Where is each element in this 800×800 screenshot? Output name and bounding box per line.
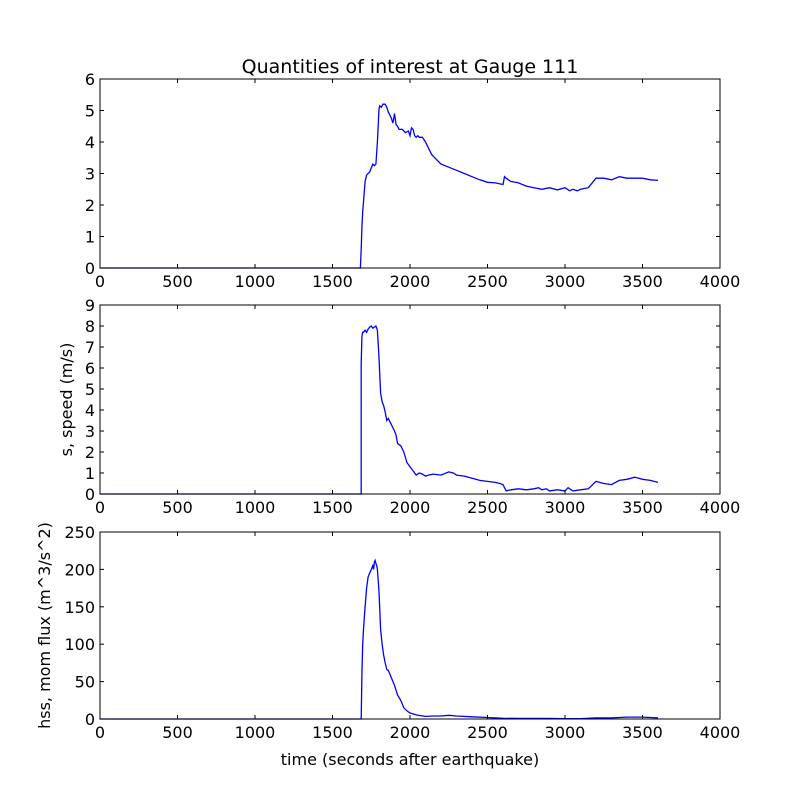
middle-ytick-label-0: 0 — [85, 485, 95, 504]
middle-ytick-label-3: 3 — [85, 422, 95, 441]
bottom-xtick-label-0: 0 — [95, 723, 105, 742]
middle-xtick-label-0: 0 — [95, 498, 105, 517]
middle-xtick-label-1: 500 — [162, 498, 193, 517]
bottom-series-line-0 — [100, 558, 659, 720]
bottom-xtick-label-7: 3500 — [622, 723, 663, 742]
top-xtick-label-5: 2500 — [467, 272, 508, 291]
top-ytick-label-4: 4 — [85, 133, 95, 152]
bottom-ytick-label-2: 100 — [64, 635, 95, 654]
middle-ytick-label-7: 7 — [85, 338, 95, 357]
bottom-axes-frame — [99, 531, 721, 720]
middle-ytick-label-8: 8 — [85, 317, 95, 336]
bottom-xtick-label-8: 4000 — [700, 723, 741, 742]
bottom-ytick-label-0: 0 — [85, 710, 95, 729]
top-ytick-label-5: 5 — [85, 102, 95, 121]
middle-xtick-label-4: 2000 — [390, 498, 431, 517]
middle-xtick-label-6: 3000 — [545, 498, 586, 517]
middle-ytick-label-2: 2 — [85, 443, 95, 462]
bottom-ytick-label-1: 50 — [75, 673, 95, 692]
bottom-y-axis-label: hss, mom flux (m^3/s^2) — [35, 522, 54, 729]
middle-xtick-label-5: 2500 — [467, 498, 508, 517]
bottom-xtick-label-4: 2000 — [390, 723, 431, 742]
top-xtick-label-3: 1500 — [312, 272, 353, 291]
middle-y-axis-label: s, speed (m/s) — [57, 343, 76, 457]
middle-ytick-label-9: 9 — [85, 296, 95, 315]
bottom-ytick-label-4: 200 — [64, 560, 95, 579]
middle-ytick-label-1: 1 — [85, 464, 95, 483]
chart-title: Quantities of interest at Gauge 111 — [242, 56, 579, 78]
middle-series-line-0 — [100, 324, 659, 495]
top-xtick-label-1: 500 — [162, 272, 193, 291]
middle-xtick-label-7: 3500 — [622, 498, 663, 517]
bottom-xtick-label-3: 1500 — [312, 723, 353, 742]
top-xtick-label-6: 3000 — [545, 272, 586, 291]
top-axes-frame — [99, 78, 721, 269]
bottom-ytick-label-3: 150 — [64, 598, 95, 617]
top-xtick-label-2: 1000 — [235, 272, 276, 291]
top-ytick-label-6: 6 — [85, 70, 95, 89]
middle-ytick-label-6: 6 — [85, 359, 95, 378]
bottom-x-axis-label: time (seconds after earthquake) — [281, 750, 539, 769]
top-xtick-label-4: 2000 — [390, 272, 431, 291]
top-ytick-label-0: 0 — [85, 259, 95, 278]
top-ytick-label-2: 2 — [85, 196, 95, 215]
bottom-xtick-label-6: 3000 — [545, 723, 586, 742]
bottom-ytick-label-5: 250 — [64, 523, 95, 542]
middle-xtick-label-3: 1500 — [312, 498, 353, 517]
top-ytick-label-1: 1 — [85, 228, 95, 247]
top-xtick-label-0: 0 — [95, 272, 105, 291]
bottom-xtick-label-5: 2500 — [467, 723, 508, 742]
bottom-xtick-label-2: 1000 — [235, 723, 276, 742]
middle-xtick-label-8: 4000 — [700, 498, 741, 517]
top-xtick-label-8: 4000 — [700, 272, 741, 291]
top-series-line-0 — [100, 103, 659, 269]
middle-ytick-label-5: 5 — [85, 380, 95, 399]
top-ytick-label-3: 3 — [85, 165, 95, 184]
bottom-xtick-label-1: 500 — [162, 723, 193, 742]
top-xtick-label-7: 3500 — [622, 272, 663, 291]
middle-ytick-label-4: 4 — [85, 401, 95, 420]
middle-xtick-label-2: 1000 — [235, 498, 276, 517]
